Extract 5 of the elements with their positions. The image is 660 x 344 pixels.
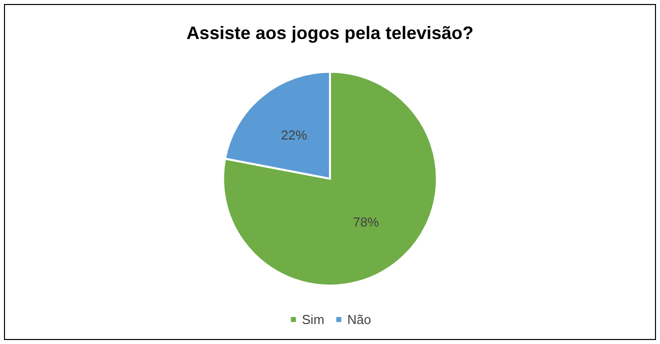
data-label: 78% — [352, 214, 380, 230]
data-label: 22% — [281, 128, 308, 143]
chart-title: Assiste aos jogos pela televisão? — [186, 23, 474, 43]
legend-label: Sim — [302, 312, 324, 327]
legend-label: Não — [347, 312, 372, 327]
